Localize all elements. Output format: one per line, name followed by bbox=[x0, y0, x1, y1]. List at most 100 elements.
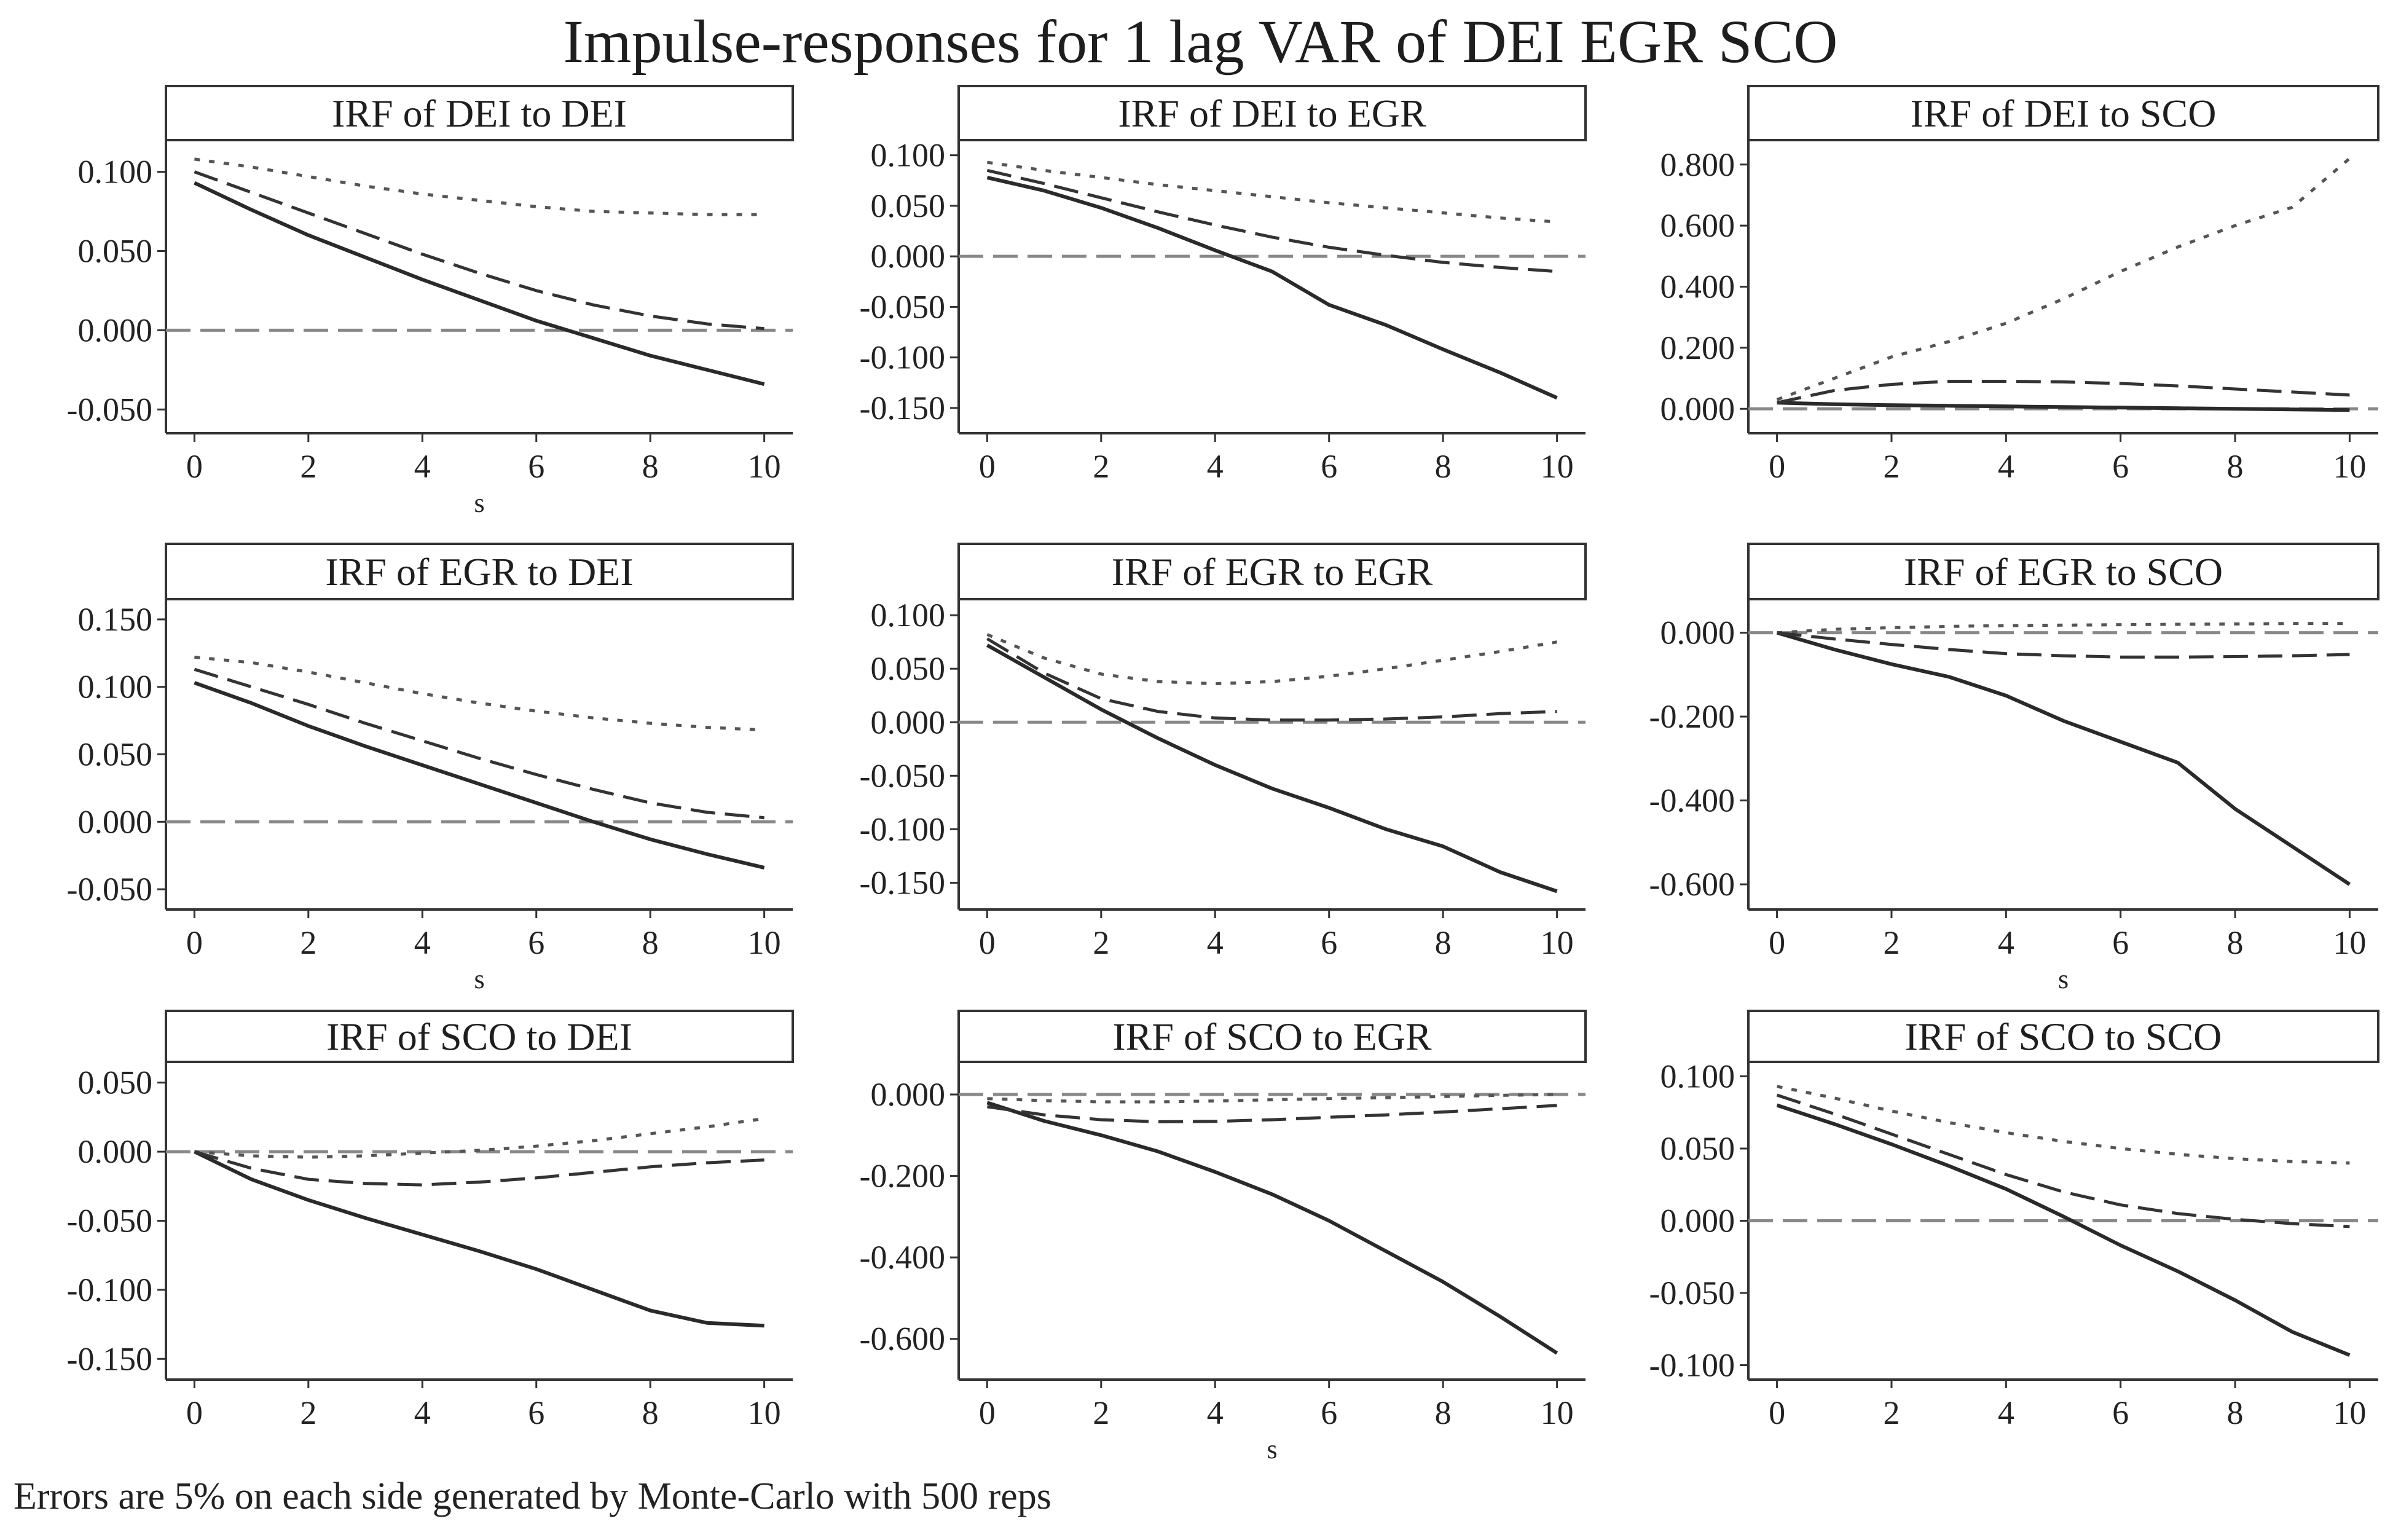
x-tick-label: 6 bbox=[528, 448, 544, 485]
y-tick-label: -0.050 bbox=[1649, 1275, 1735, 1311]
series-line-irf bbox=[986, 1101, 1558, 1355]
series-line-irf bbox=[194, 681, 765, 870]
y-tick-label: 0.000 bbox=[871, 238, 946, 275]
series-line-lower bbox=[194, 1150, 764, 1187]
series-line-irf bbox=[986, 643, 1558, 894]
x-tick-label: 6 bbox=[2112, 448, 2129, 485]
y-tick-label: -0.400 bbox=[860, 1239, 945, 1276]
series-line-irf bbox=[194, 181, 765, 387]
x-tick-label: 4 bbox=[414, 448, 431, 485]
y-tick-label: -0.100 bbox=[860, 811, 945, 847]
x-tick-label: 8 bbox=[2227, 448, 2244, 485]
y-tick-label: 0.600 bbox=[1660, 207, 1735, 244]
x-tick-label: 8 bbox=[2227, 924, 2244, 961]
x-tick-label: 8 bbox=[642, 924, 659, 961]
series-line-upper bbox=[194, 1117, 764, 1159]
y-tick-label: 0.000 bbox=[871, 704, 946, 741]
x-tick-label: 10 bbox=[748, 924, 781, 961]
x-tick-label: 10 bbox=[2333, 1394, 2366, 1431]
y-tick-label: 0.150 bbox=[78, 601, 153, 638]
y-tick-label: -0.100 bbox=[1649, 1347, 1735, 1384]
x-tick-label: 10 bbox=[2333, 448, 2366, 485]
x-tick-label: 2 bbox=[300, 924, 316, 961]
x-axis-label: s bbox=[1267, 1434, 1277, 1464]
x-tick-label: 6 bbox=[528, 1394, 544, 1431]
x-tick-label: 2 bbox=[1093, 924, 1109, 961]
series-line-lower bbox=[1776, 1093, 2350, 1228]
y-tick-label: 0.200 bbox=[1660, 329, 1735, 366]
y-tick-label: 0.100 bbox=[871, 597, 946, 634]
x-tick-label: 2 bbox=[1883, 1394, 1900, 1431]
panel-title: IRF of DEI to SCO bbox=[1911, 92, 2217, 135]
x-tick-label: 2 bbox=[300, 1394, 316, 1431]
x-tick-label: 8 bbox=[1435, 924, 1452, 961]
x-tick-label: 10 bbox=[1541, 1394, 1574, 1431]
x-tick-label: 2 bbox=[1883, 448, 1900, 485]
y-tick-label: 0.000 bbox=[1660, 615, 1735, 651]
series-line-lower bbox=[987, 1104, 1557, 1123]
footnote: Errors are 5% on each side generated by … bbox=[14, 1475, 1051, 1517]
x-tick-label: 6 bbox=[1321, 924, 1337, 961]
irf-panel-9: IRF of SCO to SCO 0.100 0.050 0.000 -0.050 -0… bbox=[1649, 1010, 2379, 1431]
panel-title: IRF of SCO to DEI bbox=[326, 1015, 632, 1059]
panel-title: IRF of EGR to DEI bbox=[325, 550, 633, 594]
y-tick-label: -0.050 bbox=[67, 1203, 152, 1239]
series-line-lower bbox=[986, 168, 1557, 273]
y-tick-label: 0.000 bbox=[1660, 390, 1735, 427]
x-tick-label: 4 bbox=[414, 1394, 431, 1431]
panel-title: IRF of DEI to EGR bbox=[1118, 92, 1426, 135]
x-tick-label: 8 bbox=[1435, 448, 1452, 485]
y-tick-label: 0.800 bbox=[1660, 146, 1735, 183]
x-tick-label: 0 bbox=[979, 924, 996, 961]
y-tick-label: 0.000 bbox=[78, 1133, 153, 1170]
panel-title-box bbox=[165, 1010, 794, 1063]
x-axis-label: s bbox=[474, 488, 484, 518]
y-tick-label: -0.200 bbox=[860, 1158, 945, 1195]
y-tick-label: -0.150 bbox=[67, 1340, 152, 1377]
y-tick-label: -0.400 bbox=[1649, 782, 1735, 819]
y-tick-label: -0.050 bbox=[860, 288, 945, 325]
panel-title: IRF of DEI to DEI bbox=[332, 92, 627, 135]
series-line-lower bbox=[1777, 380, 2350, 404]
y-tick-label: 0.400 bbox=[1660, 269, 1735, 305]
x-tick-label: 10 bbox=[748, 1394, 781, 1431]
series-line-irf bbox=[986, 175, 1558, 400]
y-tick-label: 0.100 bbox=[78, 669, 153, 705]
y-tick-label: 0.100 bbox=[1660, 1058, 1735, 1095]
x-tick-label: 0 bbox=[186, 1394, 203, 1431]
irf-panel-8: IRF of SCO to EGR 0.000 -0.200 -0.400 -0.600… bbox=[860, 1010, 1587, 1464]
irf-panel-2: IRF of DEI to EGR 0.100 0.050 0.000 -0.050 -0… bbox=[860, 85, 1587, 485]
x-axis-label: s bbox=[474, 964, 484, 994]
y-tick-label: -0.600 bbox=[1649, 866, 1735, 903]
x-tick-label: 10 bbox=[2333, 924, 2366, 961]
y-tick-label: 0.100 bbox=[78, 154, 153, 191]
y-tick-label: 0.000 bbox=[1660, 1203, 1735, 1239]
x-tick-label: 0 bbox=[186, 448, 203, 485]
x-tick-label: 0 bbox=[1769, 1394, 1785, 1431]
y-tick-label: 0.050 bbox=[871, 187, 946, 224]
x-tick-label: 4 bbox=[1998, 448, 2014, 485]
x-tick-label: 4 bbox=[1207, 1394, 1224, 1431]
panel-title: IRF of SCO to EGR bbox=[1112, 1015, 1432, 1059]
series-line-lower bbox=[1777, 631, 2350, 659]
x-tick-label: 0 bbox=[186, 924, 203, 961]
x-tick-label: 10 bbox=[1541, 448, 1574, 485]
y-tick-label: 0.000 bbox=[871, 1076, 946, 1113]
x-tick-label: 0 bbox=[979, 1394, 996, 1431]
series-line-lower bbox=[194, 170, 764, 331]
panel-title-box bbox=[165, 85, 794, 141]
irf-panel-6: IRF of EGR to SCO 0.000 -0.200 -0.400 -0.600… bbox=[1649, 543, 2379, 994]
x-tick-label: 8 bbox=[2227, 1394, 2244, 1431]
series-line-irf bbox=[1776, 631, 2351, 886]
figure-title: Impulse-responses for 1 lag VAR of DEI E… bbox=[563, 7, 1838, 76]
panel-title-box bbox=[165, 543, 794, 600]
series-line-upper bbox=[194, 655, 764, 732]
irf-panel-4: IRF of EGR to DEI 0.150 0.100 0.050 0.000 -0.… bbox=[67, 543, 794, 994]
series-line-irf bbox=[1777, 401, 2350, 412]
series-line-upper bbox=[1777, 622, 2350, 635]
x-tick-label: 6 bbox=[2112, 1394, 2129, 1431]
y-tick-label: 0.050 bbox=[871, 650, 946, 687]
series-line-lower bbox=[986, 637, 1557, 722]
y-tick-label: -0.100 bbox=[860, 339, 945, 376]
